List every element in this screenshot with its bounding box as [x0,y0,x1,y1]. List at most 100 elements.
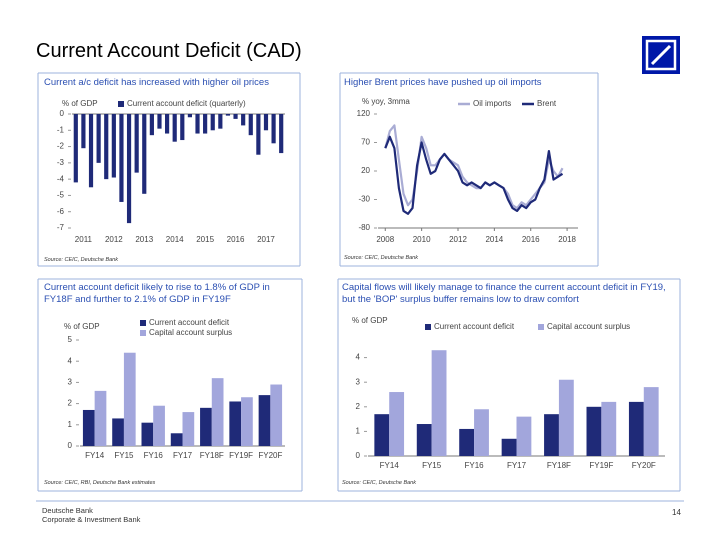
bar [94,390,107,446]
bar [558,379,574,456]
y-tick-label: -80 [358,223,370,232]
legend-label: Current account deficit [149,318,230,327]
y-tick-label: -6 [57,207,65,216]
x-tick-label: 2015 [196,235,214,244]
y-tick-label: 0 [60,109,65,118]
bar [544,414,559,456]
legend-label: Current account deficit (quarterly) [127,99,246,108]
bar [123,352,136,446]
x-tick-label: FY16 [465,461,485,470]
bar [112,418,124,446]
bar [141,422,154,446]
legend-label: Brent [537,99,557,108]
bar [187,114,193,118]
page-number: 14 [672,508,681,517]
bar [263,114,269,131]
bar [501,438,517,456]
y-tick-label: -3 [57,158,65,167]
x-tick-label: FY18F [547,461,571,470]
y-tick-label: 5 [68,335,73,344]
x-tick-label: FY15 [114,451,134,460]
y-tick-label: -4 [57,174,65,183]
x-tick-label: FY15 [422,461,442,470]
line-series [384,135,564,215]
bar [258,395,271,446]
x-tick-label: 2011 [75,235,93,244]
bar [643,387,659,456]
x-tick-label: 2016 [522,235,540,244]
x-tick-label: FY14 [380,461,400,470]
y-axis-label: % of GDP [352,316,388,325]
source-note: Source: CEIC, RBI, Deutsche Bank estimat… [44,480,156,486]
y-axis-label: % of GDP [62,99,98,108]
bar [180,114,185,141]
x-tick-label: FY19F [229,451,253,460]
bar [233,114,238,119]
bar [182,412,195,446]
legend-marker [118,101,124,107]
panel-frames [36,72,684,502]
source-note: Source: CEIC, Deutsche Bank [44,257,118,263]
bar [389,392,405,456]
bar [126,114,132,224]
legend-marker [425,324,431,330]
x-tick-label: 2012 [449,235,467,244]
bar [459,428,475,456]
bar [628,401,644,456]
legend-marker [140,320,146,326]
y-tick-label: 20 [361,166,370,175]
bar [601,401,617,456]
x-tick-label: FY20F [258,451,282,460]
bar [229,401,242,446]
y-tick-label: -5 [57,191,65,200]
bar [218,114,223,129]
bar [170,433,183,446]
bar [474,409,489,456]
y-tick-label: -1 [57,125,65,134]
bar [516,416,532,456]
panel-header: Capital flows will likely manage to fina… [342,282,666,305]
x-tick-label: 2008 [376,235,394,244]
panel-header: Current account deficit likely to rise t… [44,282,270,305]
legend-marker [140,330,146,336]
bar [241,114,246,126]
bar [416,424,432,456]
y-tick-label: 4 [356,353,361,362]
y-tick-label: 3 [68,378,73,387]
legend-label: Current account deficit [434,322,515,331]
x-tick-label: 2013 [135,235,153,244]
x-tick-label: 2014 [166,235,184,244]
y-tick-label: -2 [57,142,65,151]
bar [225,114,231,116]
footer-division: Corporate & Investment Bank [42,515,141,524]
bar [153,405,165,446]
bar [119,114,124,202]
legend-marker [538,324,544,330]
bar [270,384,283,446]
x-tick-label: FY17 [507,461,527,470]
bar [73,114,78,183]
x-tick-label: FY17 [173,451,193,460]
source-note: Source: CEIC, Deutsche Bank [342,480,416,486]
x-tick-label: FY19F [589,461,613,470]
y-tick-label: -7 [57,223,65,232]
bar [256,114,261,155]
y-axis-label: % yoy, 3mma [362,97,410,106]
bar [210,114,215,131]
y-tick-label: 0 [356,451,361,460]
bar [248,114,253,136]
source-note: Source: CEIC, Deutsche Bank [344,255,418,261]
panel-header: Current a/c deficit has increased with h… [44,77,269,88]
x-tick-label: 2018 [558,235,576,244]
panel-header: Higher Brent prices have pushed up oil i… [344,77,542,88]
bar [195,114,200,134]
bar [149,114,154,136]
bar [96,114,101,163]
bar [586,406,602,456]
y-tick-label: 2 [356,402,361,411]
bar [241,397,253,446]
y-tick-label: 3 [356,377,361,386]
legend-label: Capital account surplus [547,322,630,331]
